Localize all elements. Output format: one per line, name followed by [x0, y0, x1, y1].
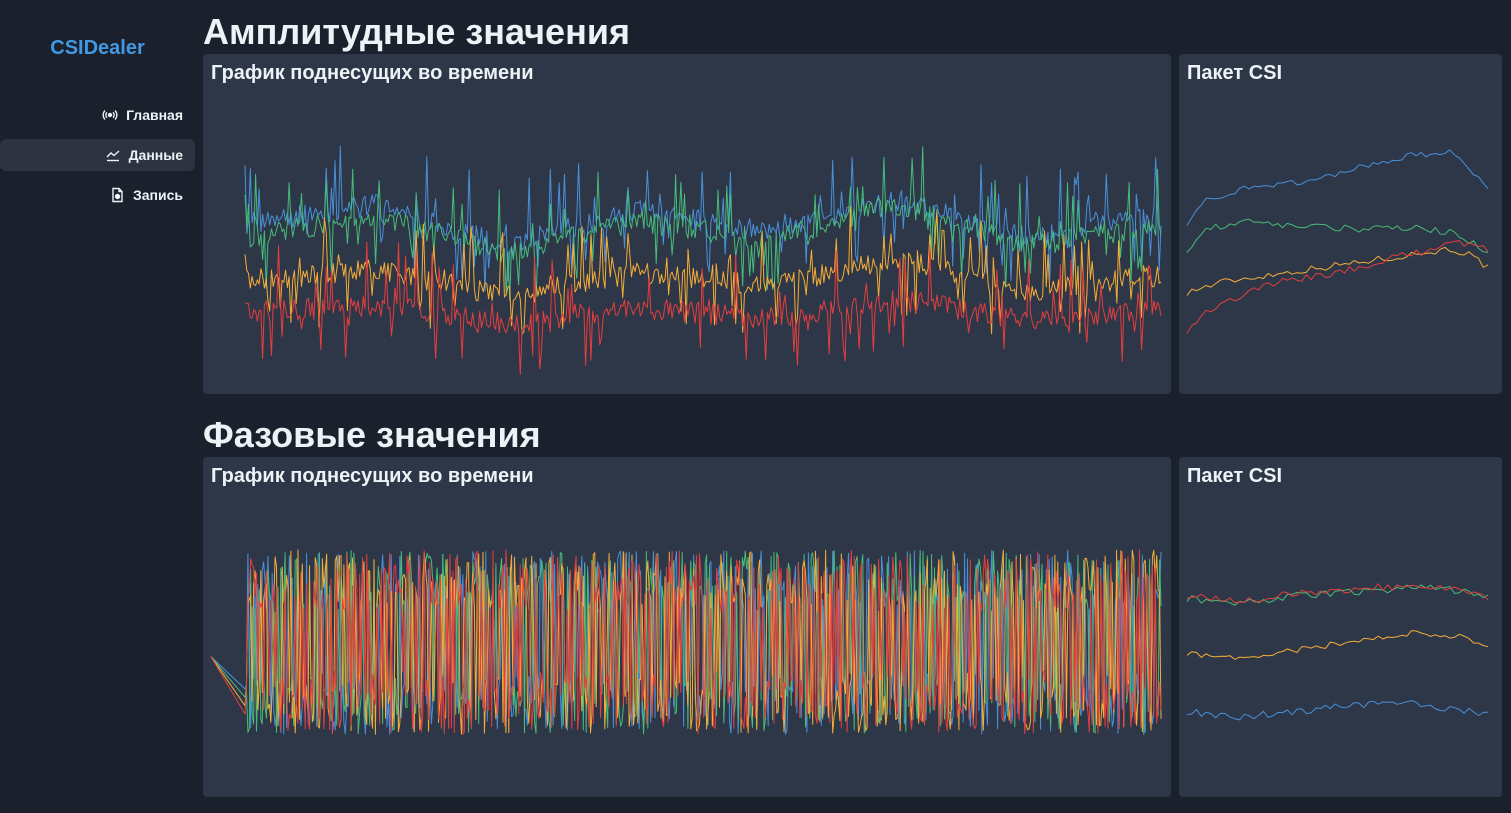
series-2-line — [244, 146, 1162, 301]
nav-item-label: Главная — [126, 107, 183, 123]
phase-time-panel: График поднесущих во времени — [203, 457, 1171, 797]
series-3-line — [1186, 246, 1489, 296]
amplitude-packet-chart[interactable] — [1179, 54, 1502, 394]
file-record-icon — [112, 187, 123, 203]
series-4-line — [244, 241, 1162, 375]
nav-item-home[interactable]: Главная — [0, 99, 195, 131]
series-3-line — [1186, 630, 1489, 660]
phase-time-chart[interactable] — [203, 457, 1171, 797]
phase-section-title: Фазовые значения — [203, 414, 541, 455]
sidebar: CSIDealer Главная Данные Запись — [0, 0, 195, 813]
panel-title: Пакет CSI — [1187, 62, 1283, 84]
brand-logo[interactable]: CSIDealer — [50, 37, 145, 59]
phase-packet-chart[interactable] — [1179, 457, 1502, 797]
panel-title: График поднесущих во времени — [211, 62, 534, 84]
amplitude-section-title: Амплитудные значения — [203, 11, 630, 52]
amplitude-time-panel: График поднесущих во времени — [203, 54, 1171, 394]
series-4-line — [210, 549, 1162, 735]
amplitude-packet-panel: Пакет CSI — [1179, 54, 1502, 394]
nav-item-data[interactable]: Данные — [0, 139, 195, 171]
panel-title: Пакет CSI — [1187, 465, 1283, 487]
series-1-line — [1186, 700, 1489, 721]
broadcast-icon — [102, 110, 118, 120]
chart-line-icon — [106, 150, 120, 162]
series-1-line — [1186, 149, 1489, 226]
amplitude-time-chart[interactable] — [203, 54, 1171, 394]
nav-item-label: Данные — [128, 147, 183, 163]
series-2-line — [1186, 218, 1489, 253]
series-4-line — [1186, 240, 1489, 334]
series-1-line — [244, 145, 1162, 292]
nav-item-record[interactable]: Запись — [0, 179, 195, 211]
phase-packet-panel: Пакет CSI — [1179, 457, 1502, 797]
nav-item-label: Запись — [132, 187, 183, 203]
series-4-line — [1186, 583, 1489, 604]
series-2-line — [1186, 584, 1489, 606]
panel-title: График поднесущих во времени — [211, 465, 534, 487]
